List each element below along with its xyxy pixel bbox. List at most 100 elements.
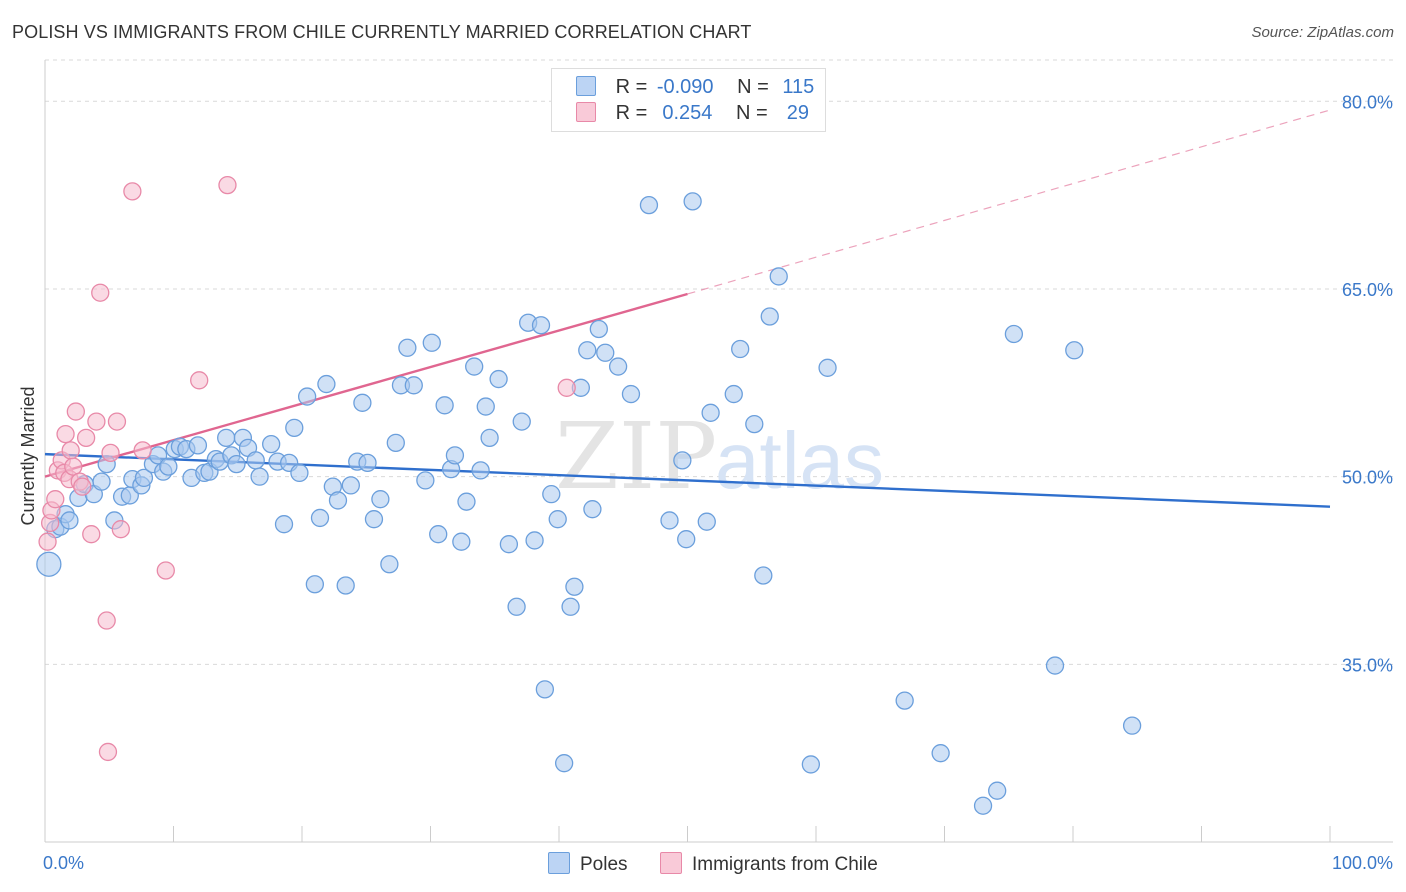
poles-point xyxy=(429,525,448,544)
n-label: N = xyxy=(737,76,769,98)
poles-point xyxy=(531,316,551,335)
chile-point xyxy=(73,477,92,496)
poles-point xyxy=(988,781,1007,800)
y-tick-label: 35.0% xyxy=(1342,655,1393,675)
legend-item-poles[interactable]: Poles xyxy=(548,852,628,876)
chile-point xyxy=(190,371,209,390)
chile-point xyxy=(133,441,152,460)
series-legend: Poles Immigrants from Chile xyxy=(0,852,1406,878)
poles-point xyxy=(262,434,281,454)
poles-point xyxy=(358,453,377,473)
y-tick-label: 80.0% xyxy=(1342,92,1393,112)
poles-point xyxy=(422,333,441,352)
poles-point xyxy=(92,472,111,491)
poles-point xyxy=(290,463,309,483)
poles-point xyxy=(188,436,208,455)
n-value: 29 xyxy=(781,102,810,124)
poles-point xyxy=(760,307,779,326)
poles-point xyxy=(660,511,679,530)
poles-point xyxy=(465,357,484,376)
chile-point xyxy=(156,561,175,580)
poles-point xyxy=(561,597,580,616)
poles-point xyxy=(285,418,304,437)
poles-point xyxy=(512,412,531,431)
poles-point xyxy=(895,691,914,710)
poles-point xyxy=(745,414,764,434)
poles-point xyxy=(380,555,399,574)
poles-point xyxy=(435,396,454,415)
r-label: R = xyxy=(615,102,648,124)
poles-point xyxy=(535,680,555,699)
chile-point xyxy=(107,412,127,431)
chile-point xyxy=(91,283,110,302)
poles-point xyxy=(445,446,465,465)
poles-point xyxy=(499,535,519,554)
chile-point xyxy=(101,443,120,463)
x-tick-label: 0.0% xyxy=(43,853,84,873)
poles-point xyxy=(724,384,743,404)
poles-point xyxy=(364,510,384,529)
legend-item-chile[interactable]: Immigrants from Chile xyxy=(660,852,878,876)
r-value: 0.254 xyxy=(656,102,713,124)
poles-point xyxy=(336,576,355,595)
poles-point xyxy=(305,575,325,594)
chile-point xyxy=(76,428,96,448)
poles-legend-icon xyxy=(548,852,570,874)
chile-point xyxy=(38,532,57,551)
source-label: Source: ZipAtlas.com xyxy=(1251,24,1394,41)
poles-point xyxy=(525,531,544,550)
poles-point xyxy=(801,755,821,774)
n-value: 115 xyxy=(782,76,815,98)
poles-point xyxy=(404,376,423,395)
y-tick-label: 65.0% xyxy=(1342,280,1393,300)
poles-point xyxy=(317,374,336,394)
chile-point xyxy=(123,182,142,201)
data-points xyxy=(36,108,1142,815)
poles-point xyxy=(250,467,269,486)
poles-point xyxy=(673,451,692,470)
poles-point xyxy=(217,428,236,448)
poles-point xyxy=(548,510,567,529)
poles-point xyxy=(754,566,773,585)
poles-point xyxy=(36,551,62,577)
poles-point xyxy=(310,508,330,528)
watermark-zip: ZIP xyxy=(555,403,717,510)
chile-swatch-icon xyxy=(576,102,596,122)
y-tick-labels: 35.0% 50.0% 65.0% 80.0% xyxy=(1342,92,1393,675)
chile-point xyxy=(97,611,116,630)
poles-point xyxy=(398,338,417,357)
poles-point xyxy=(489,369,508,389)
chile-point xyxy=(66,402,85,421)
poles-point xyxy=(60,511,79,530)
n-label: N = xyxy=(735,102,768,124)
poles-point xyxy=(471,461,490,480)
legend-label-chile: Immigrants from Chile xyxy=(692,854,878,875)
correlation-legend: R = -0.090 N = 115 R = 0.254 N = 29 xyxy=(551,68,826,132)
axes xyxy=(44,60,1393,843)
chile-point xyxy=(82,525,101,544)
poles-point xyxy=(227,454,246,474)
poles-point xyxy=(639,195,659,215)
poles-point xyxy=(677,530,696,549)
poles-point xyxy=(554,754,574,773)
poles-point xyxy=(274,515,294,534)
poles-point xyxy=(457,492,476,511)
chile-point xyxy=(61,441,80,460)
poles-point xyxy=(1122,716,1142,735)
poles-point xyxy=(371,490,390,509)
chile-point xyxy=(87,412,106,431)
poles-point xyxy=(452,532,471,551)
chile-point xyxy=(98,742,118,762)
watermark: ZIP atlas xyxy=(555,403,884,510)
poles-point xyxy=(507,597,526,616)
poles-point xyxy=(1004,324,1024,344)
chile-point xyxy=(218,175,237,195)
x-tick-label: 100.0% xyxy=(1332,853,1393,873)
legend-label-poles: Poles xyxy=(580,854,628,875)
chart-title: POLISH VS IMMIGRANTS FROM CHILE CURRENTL… xyxy=(12,22,752,42)
poles-point xyxy=(386,433,405,453)
poles-point xyxy=(416,471,435,490)
poles-point xyxy=(353,393,372,412)
chile-trend-line xyxy=(44,292,688,478)
